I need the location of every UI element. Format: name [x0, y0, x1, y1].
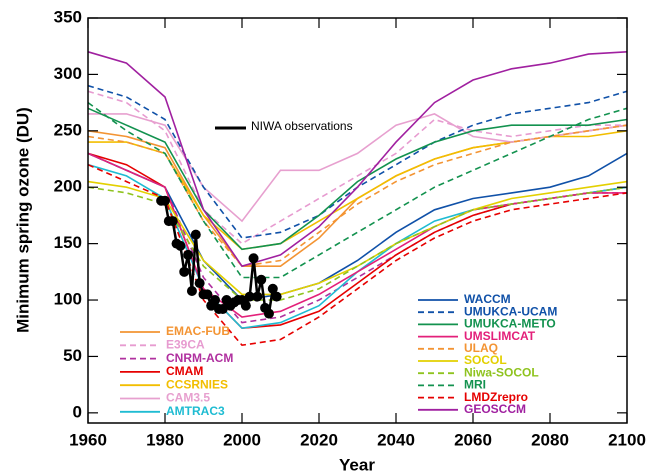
series-line [87, 163, 628, 347]
legend-label: WACCM [464, 292, 511, 306]
series-line [87, 152, 628, 330]
legend-label: CCSRNIES [166, 377, 228, 391]
observation-point [179, 266, 190, 277]
observation-point [267, 283, 278, 294]
observation-point [175, 240, 186, 251]
observation-point [210, 295, 221, 306]
legend-label: E39CA [166, 337, 205, 351]
series-line [87, 101, 628, 279]
legend-label: CAM3.5 [166, 391, 210, 405]
series-line [87, 51, 628, 268]
x-tick-label: 1980 [146, 430, 184, 449]
series-line [87, 186, 628, 301]
observation-point [194, 278, 205, 289]
legend-label: LMDZrepro [464, 390, 528, 404]
series-line [87, 180, 628, 296]
legend-label: MRI [464, 378, 486, 392]
legend-label: GEOSCCM [464, 402, 526, 416]
observation-point [167, 216, 178, 227]
observation-point [217, 304, 228, 315]
observation-point [244, 291, 255, 302]
observation-point [183, 249, 194, 260]
observation-point [240, 300, 251, 311]
series-line [87, 90, 627, 245]
legend-label: EMAC-FUB [166, 324, 230, 338]
series-line [87, 152, 627, 318]
x-tick-label: 2060 [454, 430, 492, 449]
y-tick-label: 250 [54, 120, 82, 139]
legend-label: SOCOL [464, 353, 507, 367]
observation-point [263, 308, 274, 319]
x-tick-label: 2000 [223, 430, 261, 449]
y-tick-label: 150 [54, 233, 82, 252]
legend-label: AMTRAC3 [166, 404, 225, 418]
observation-point [248, 253, 259, 264]
legend-label: Niwa-SOCOL [464, 365, 539, 379]
legend-label: UMUKCA-METO [464, 317, 556, 331]
observation-point [271, 291, 282, 302]
series-line [87, 152, 627, 324]
y-tick-label: 0 [73, 402, 82, 421]
plot-frame [87, 17, 628, 424]
observation-point [186, 286, 197, 297]
legend-label: UMSLIMCAT [464, 329, 536, 343]
y-tick-label: 200 [54, 177, 82, 196]
observation-point [202, 289, 213, 300]
x-tick-label: 2040 [377, 430, 415, 449]
legend-label: CMAM [166, 364, 203, 378]
legend-label: NIWA observations [251, 119, 353, 133]
observation-point [160, 195, 170, 206]
observation-point [256, 274, 267, 285]
x-axis-label: Year [339, 455, 375, 474]
observation-point [190, 229, 201, 240]
series-line [87, 107, 628, 251]
y-tick-label: 300 [54, 64, 82, 83]
legend-label: UMUKCA-UCAM [464, 304, 557, 318]
y-tick-label: 50 [63, 346, 82, 365]
series-line [87, 152, 628, 301]
y-axis-label: Minimum spring ozone (DU) [13, 107, 32, 333]
x-tick-label: 1960 [69, 430, 107, 449]
x-tick-label: 2100 [608, 430, 646, 449]
legend-label: ULAQ [464, 341, 498, 355]
series-line [87, 124, 628, 268]
legend-label: CNRM-ACM [166, 351, 233, 365]
y-tick-label: 100 [54, 290, 82, 309]
x-tick-label: 2020 [300, 430, 338, 449]
x-tick-label: 2080 [531, 430, 569, 449]
observation-point [252, 291, 263, 302]
y-tick-label: 350 [54, 7, 82, 26]
